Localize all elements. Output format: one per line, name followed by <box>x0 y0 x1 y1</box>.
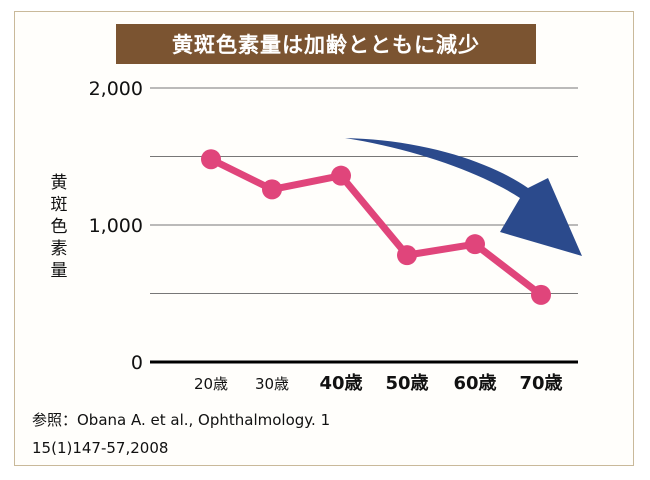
x-tick-label: 20歳 <box>194 375 228 393</box>
series-polyline <box>209 156 544 298</box>
decline-arrow <box>345 138 582 256</box>
y-tick-label: 1,000 <box>89 215 143 237</box>
series-line <box>201 149 551 305</box>
y-axis-label: 黄斑色素量 <box>50 173 68 281</box>
chart-title: 黄斑色素量は加齢とともに減少 <box>116 24 536 64</box>
data-point-4 <box>397 245 417 266</box>
data-point-3 <box>331 165 351 186</box>
data-point-6 <box>531 284 551 305</box>
reference-citation: 参照：Obana A. et al., Ophthalmology. 1 15(… <box>32 406 452 462</box>
x-tick-label: 70歳 <box>519 373 562 394</box>
trend-arrow <box>345 138 582 256</box>
data-point-2 <box>262 179 282 200</box>
data-point-5 <box>465 234 485 255</box>
x-tick-label: 60歳 <box>453 373 496 394</box>
y-tick-label: 2,000 <box>89 78 143 100</box>
reference-line-2: 15(1)147-57,2008 <box>32 439 169 457</box>
x-tick-labels: 20歳 30歳 40歳 50歳 60歳 70歳 <box>194 373 563 394</box>
x-tick-label: 30歳 <box>255 375 289 393</box>
y-tick-label: 0 <box>131 352 143 374</box>
x-tick-label: 40歳 <box>319 373 362 394</box>
data-point-1 <box>201 149 221 170</box>
x-tick-label: 50歳 <box>385 373 428 394</box>
reference-line-1: 参照：Obana A. et al., Ophthalmology. 1 <box>32 411 331 429</box>
y-tick-labels: 0 1,000 2,000 <box>89 78 143 374</box>
